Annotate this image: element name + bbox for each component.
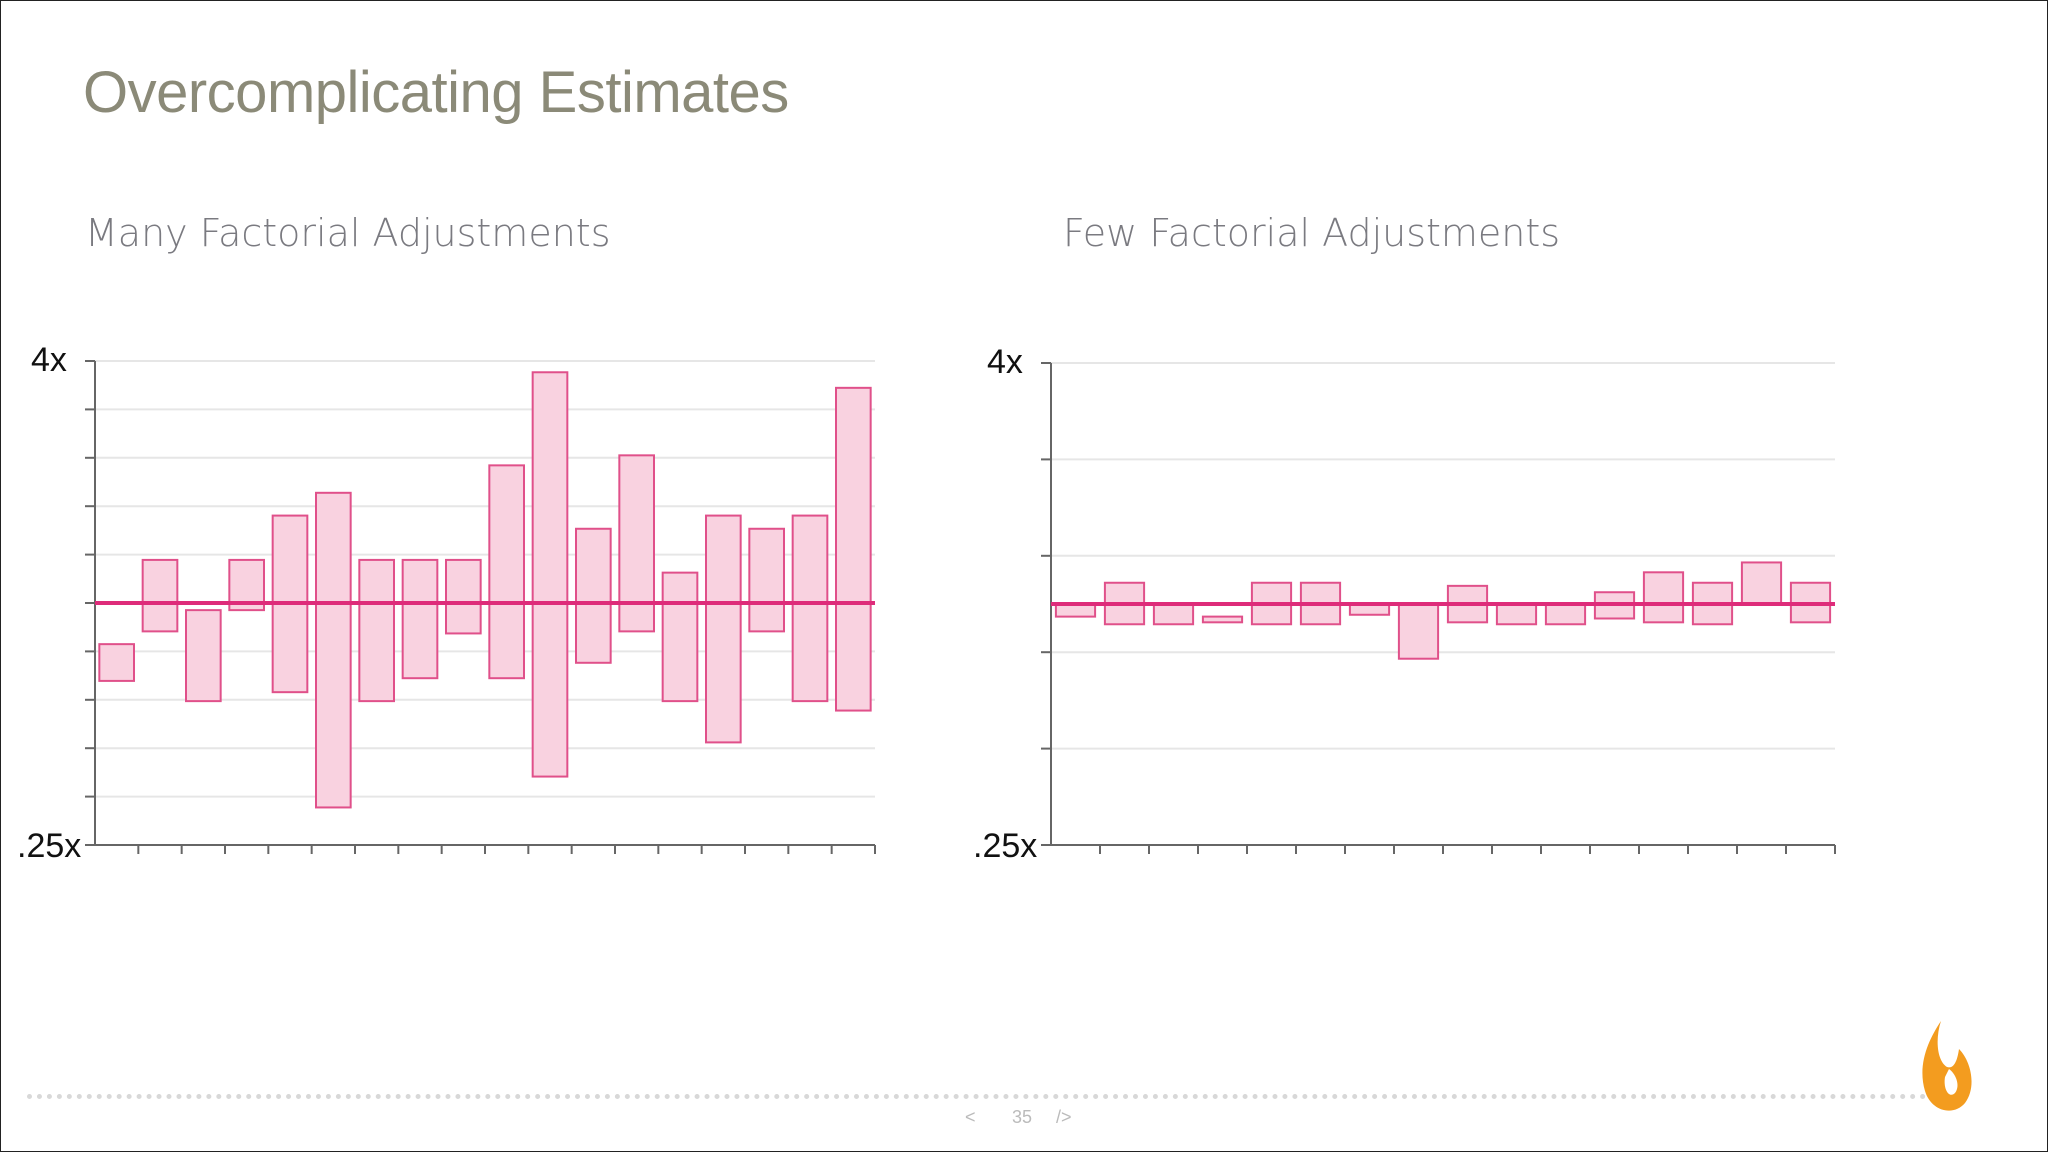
right-bar — [1152, 603, 1195, 626]
right-bar — [1740, 561, 1783, 606]
right-bar — [1495, 603, 1538, 626]
left-bar — [488, 464, 526, 680]
page-number: 35 — [1012, 1107, 1033, 1127]
left-bar — [141, 558, 179, 633]
left-bar — [401, 558, 439, 680]
left-bar — [661, 571, 699, 703]
left-bar — [445, 558, 482, 635]
chart-left-title: Many Factorial Adjustments — [85, 211, 611, 255]
right-bar — [1544, 603, 1587, 626]
prev-slide-button[interactable]: < — [965, 1107, 976, 1127]
flame-logo-icon — [1922, 1021, 1972, 1111]
right-bar — [1201, 615, 1244, 624]
left-ytick-label-bottom: .25x — [17, 827, 81, 865]
left-bar — [531, 371, 569, 778]
left-bar — [835, 386, 872, 712]
left-ytick-label-top: 4x — [31, 341, 67, 379]
left-bar — [185, 609, 222, 703]
left-bar — [575, 527, 612, 664]
right-bar — [1642, 571, 1685, 624]
chart-right-title: Few Factorial Adjustments — [1063, 211, 1561, 255]
left-bar — [315, 491, 352, 809]
left-bar — [748, 527, 785, 633]
right-bar — [1397, 603, 1440, 660]
right-ytick-label-top: 4x — [987, 343, 1023, 381]
left-bar — [358, 558, 396, 703]
right-ytick-label-bottom: .25x — [973, 827, 1037, 865]
next-slide-button[interactable]: /> — [1056, 1107, 1072, 1127]
left-bar — [791, 514, 829, 703]
slide-title: Overcomplicating Estimates — [83, 60, 789, 125]
left-bar — [705, 514, 742, 744]
footer-dotted-divider — [27, 1094, 1937, 1099]
left-bar — [98, 643, 136, 682]
